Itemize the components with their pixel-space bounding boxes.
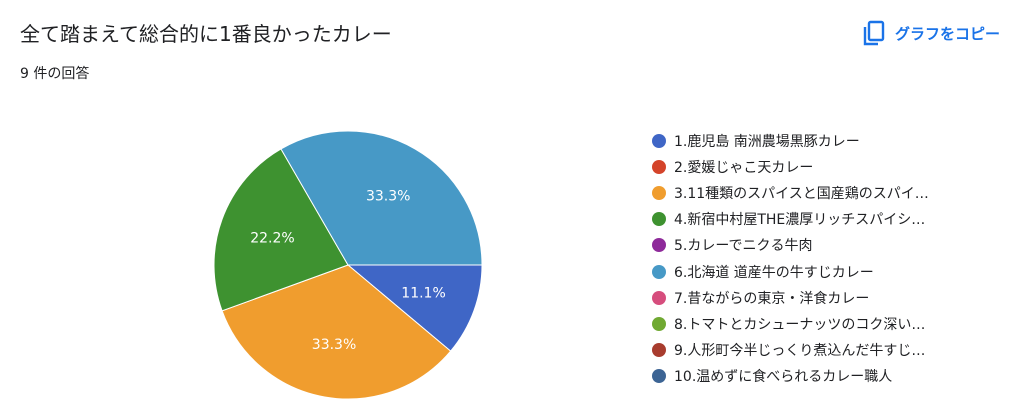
pie-slice[interactable] (213, 148, 349, 312)
chart-title: 全て踏まえて総合的に1番良かったカレー (20, 22, 392, 46)
legend-label: 4.新宿中村屋THE濃厚リッチスパイシ… (674, 212, 926, 229)
chart-legend: 1.鹿児島 南洲農場黒豚カレー 2.愛媛じゃこ天カレー 3.11種類のスパイスと国産… (652, 128, 929, 389)
legend-item[interactable]: 2.愛媛じゃこ天カレー (652, 154, 929, 180)
copy-chart-button[interactable]: グラフをコピー (863, 17, 1000, 49)
copy-icon (863, 20, 885, 46)
response-count: 9 件の回答 (20, 66, 90, 82)
legend-swatch (652, 134, 666, 149)
legend-item[interactable]: 6.北海道 道産牛の牛すじカレー (652, 258, 929, 284)
legend-item[interactable]: 1.鹿児島 南洲農場黒豚カレー (652, 128, 929, 154)
legend-item[interactable]: 8.トマトとカシューナッツのコク深い… (652, 311, 929, 337)
legend-item[interactable]: 9.人形町今半じっくり煮込んだ牛すじ… (652, 337, 929, 363)
legend-label: 2.愛媛じゃこ天カレー (674, 160, 814, 177)
legend-swatch (652, 290, 666, 305)
legend-label: 8.トマトとカシューナッツのコク深い… (674, 316, 926, 333)
legend-swatch (652, 212, 666, 227)
copy-chart-label: グラフをコピー (894, 24, 1000, 43)
legend-label: 5.カレーでニクる牛肉 (674, 238, 813, 255)
legend-item[interactable]: 7.昔ながらの東京・洋食カレー (652, 285, 929, 311)
legend-item[interactable]: 10.温めずに食べられるカレー職人 (652, 363, 929, 389)
slice-percent-label: 22.2% (250, 231, 294, 247)
legend-swatch (652, 264, 666, 279)
legend-item[interactable]: 5.カレーでニクる牛肉 (652, 232, 929, 258)
legend-item[interactable]: 3.11種類のスパイスと国産鶏のスパイ… (652, 180, 929, 206)
pie-slice[interactable] (280, 130, 483, 266)
legend-swatch (652, 316, 666, 331)
legend-swatch (652, 342, 666, 357)
slice-percent-label: 33.3% (366, 188, 410, 204)
slice-percent-label: 33.3% (312, 337, 356, 353)
legend-swatch (652, 368, 666, 383)
legend-label: 9.人形町今半じっくり煮込んだ牛すじ… (674, 342, 926, 359)
legend-label: 10.温めずに食べられるカレー職人 (674, 368, 893, 385)
legend-label: 3.11種類のスパイスと国産鶏のスパイ… (674, 186, 929, 203)
legend-item[interactable]: 4.新宿中村屋THE濃厚リッチスパイシ… (652, 206, 929, 232)
legend-label: 7.昔ながらの東京・洋食カレー (674, 290, 870, 307)
legend-label: 1.鹿児島 南洲農場黒豚カレー (674, 134, 860, 151)
pie-slice[interactable] (346, 264, 483, 352)
legend-swatch (652, 238, 666, 253)
legend-label: 6.北海道 道産牛の牛すじカレー (674, 264, 874, 281)
legend-swatch (652, 160, 666, 175)
pie-slice[interactable] (221, 264, 452, 400)
slice-percent-label: 11.1% (401, 286, 445, 302)
legend-swatch (652, 186, 666, 201)
